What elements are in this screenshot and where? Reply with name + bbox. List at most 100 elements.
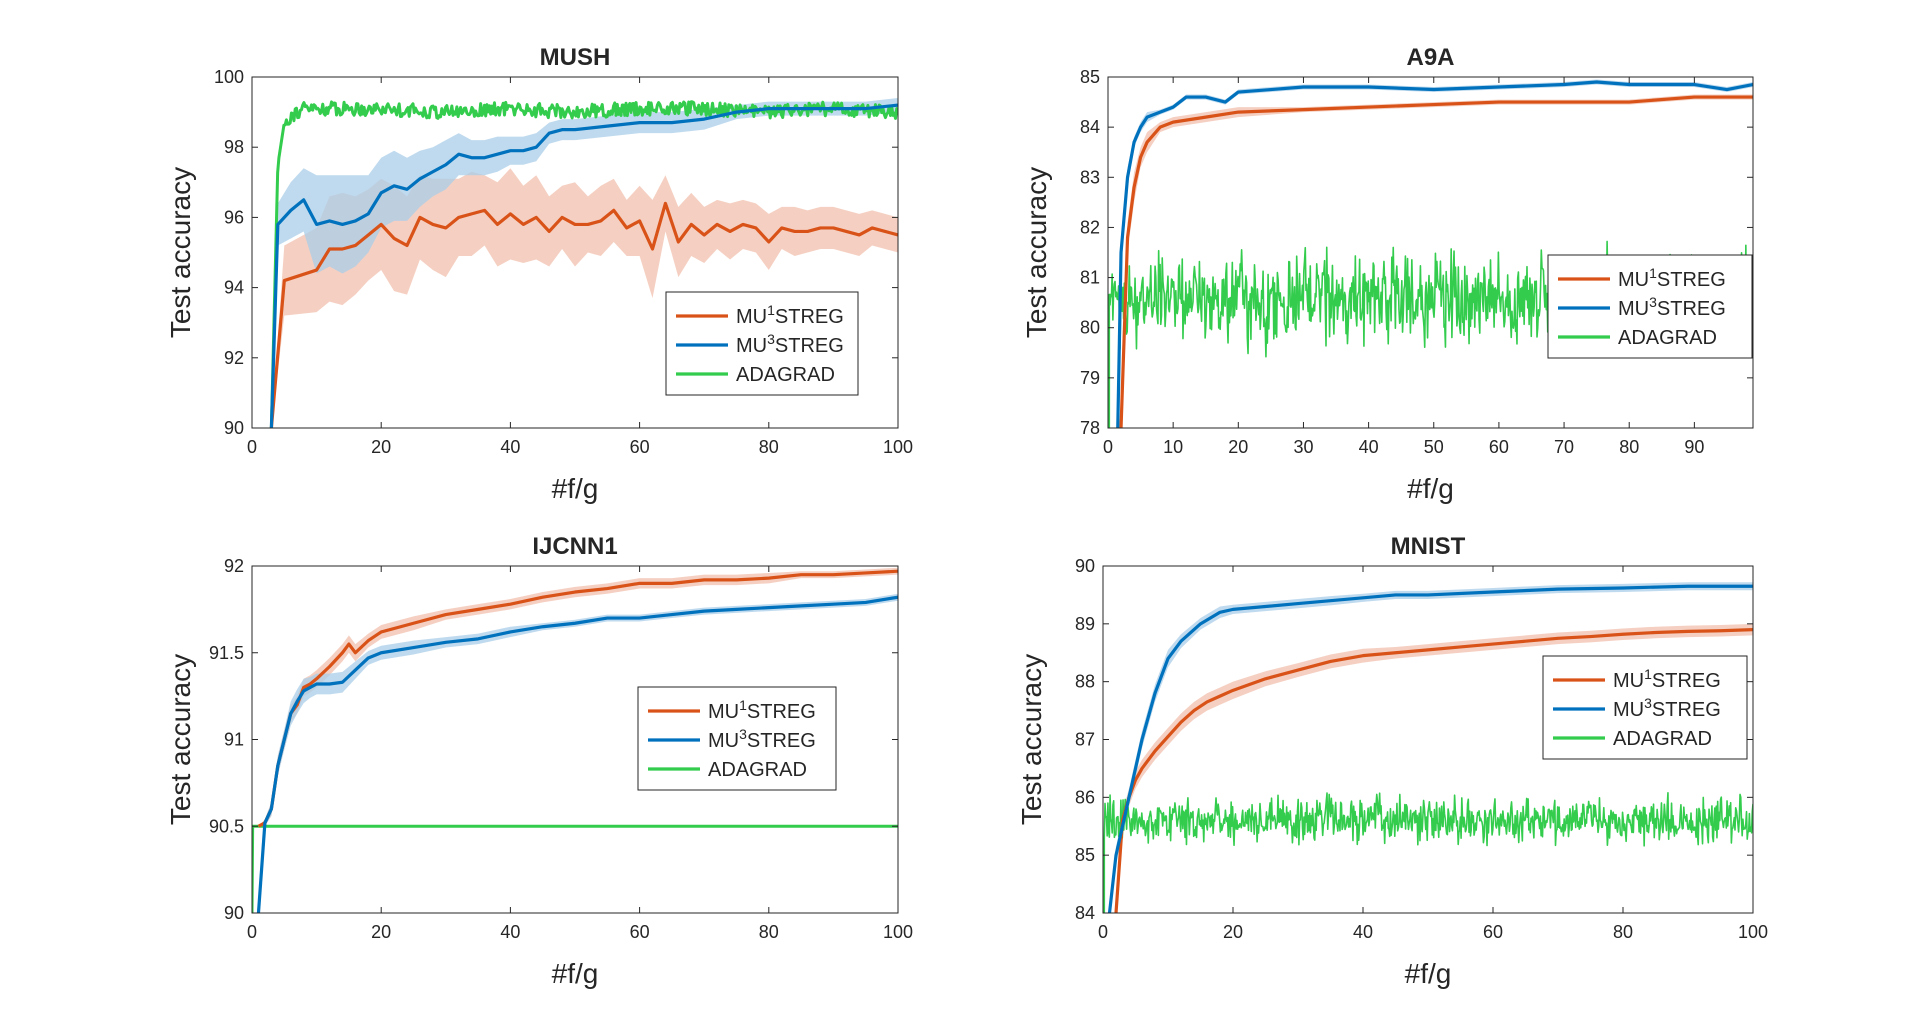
y-axis-label: Test accuracy xyxy=(1016,654,1047,825)
x-tick-label: 10 xyxy=(1163,437,1183,457)
mu1-confidence-band xyxy=(271,168,898,428)
x-tick-label: 60 xyxy=(1483,922,1503,942)
y-tick-label: 91 xyxy=(224,730,244,750)
x-tick-label: 60 xyxy=(630,922,650,942)
mu3-streg-line xyxy=(1107,584,1753,913)
x-tick-label: 80 xyxy=(759,922,779,942)
y-tick-label: 86 xyxy=(1075,787,1095,807)
x-tick-label: 30 xyxy=(1293,437,1313,457)
x-tick-label: 0 xyxy=(1103,437,1113,457)
legend-label-mu1: MU1STREG xyxy=(708,697,816,723)
y-tick-label: 84 xyxy=(1075,903,1095,923)
x-tick-label: 0 xyxy=(247,437,257,457)
y-tick-label: 90 xyxy=(1075,556,1095,576)
x-axis-label: #f/g xyxy=(1405,958,1452,989)
chart-title: A9A xyxy=(1406,44,1454,71)
x-tick-label: 40 xyxy=(1359,437,1379,457)
chart-title: MUSH xyxy=(540,44,611,71)
legend-label-adagrad: ADAGRAD xyxy=(736,364,835,386)
legend-label-mu1: MU1STREG xyxy=(1618,265,1726,291)
y-tick-label: 82 xyxy=(1080,217,1100,237)
x-tick-label: 90 xyxy=(1684,437,1704,457)
y-axis-label: Test accuracy xyxy=(165,654,196,825)
adagrad-line xyxy=(1103,791,1753,913)
chart-ijcnn1: 0 20 40 60 80 100 90 90.5 91 91.5 92 IJCNN1 #f/g Test… xyxy=(165,533,913,989)
y-tick-label: 87 xyxy=(1075,730,1095,750)
legend: MU1STREG MU3STREG ADAGRAD xyxy=(665,291,859,396)
plot-area xyxy=(269,98,898,428)
y-tick-label: 83 xyxy=(1080,167,1100,187)
x-tick-label: 100 xyxy=(883,437,913,457)
mu3-streg-line xyxy=(269,103,898,428)
y-tick-label: 91.5 xyxy=(209,643,244,663)
x-tick-label: 40 xyxy=(1353,922,1373,942)
y-tick-label: 92 xyxy=(224,556,244,576)
y-tick-label: 90.5 xyxy=(209,816,244,836)
legend-label-mu3: MU3STREG xyxy=(736,331,844,357)
y-tick-label: 100 xyxy=(214,67,244,87)
legend-label-adagrad: ADAGRAD xyxy=(1618,327,1717,349)
y-tick-label: 90 xyxy=(224,418,244,438)
x-tick-label: 80 xyxy=(1619,437,1639,457)
x-axis-label: #f/g xyxy=(552,473,599,504)
x-axis-label: #f/g xyxy=(552,958,599,989)
x-tick-label: 80 xyxy=(1613,922,1633,942)
x-tick-label: 40 xyxy=(500,922,520,942)
y-tick-label: 79 xyxy=(1080,368,1100,388)
mu1-streg-line xyxy=(1119,95,1753,428)
legend: MU1STREG MU3STREG ADAGRAD xyxy=(637,686,837,791)
axes-box xyxy=(1107,76,1754,429)
x-tick-label: 70 xyxy=(1554,437,1574,457)
x-tick-label: 20 xyxy=(1228,437,1248,457)
y-tick-label: 80 xyxy=(1080,318,1100,338)
plot-area xyxy=(1108,79,1753,428)
y-tick-label: 88 xyxy=(1075,672,1095,692)
y-tick-label: 85 xyxy=(1075,845,1095,865)
x-tick-label: 80 xyxy=(759,437,779,457)
legend-label-mu3: MU3STREG xyxy=(708,726,816,752)
chart-title: MNIST xyxy=(1391,533,1466,560)
x-tick-label: 50 xyxy=(1424,437,1444,457)
legend-label-adagrad: ADAGRAD xyxy=(1613,728,1712,750)
x-tick-label: 0 xyxy=(247,922,257,942)
x-tick-label: 20 xyxy=(371,922,391,942)
y-tick-label: 85 xyxy=(1080,67,1100,87)
plot-area xyxy=(1103,582,1753,913)
x-tick-label: 100 xyxy=(883,922,913,942)
chart-mnist: 0 20 40 60 80 100 84 85 86 87 88 89 90 MNIST #f/g Test … xyxy=(1016,533,1768,989)
legend-label-mu1: MU1STREG xyxy=(736,302,844,328)
y-axis-label: Test accuracy xyxy=(165,167,196,338)
adagrad-line xyxy=(252,824,898,913)
chart-title: IJCNN1 xyxy=(532,533,617,560)
x-tick-label: 60 xyxy=(1489,437,1509,457)
y-tick-label: 90 xyxy=(224,903,244,923)
legend-label-mu3: MU3STREG xyxy=(1613,695,1721,721)
y-tick-label: 84 xyxy=(1080,117,1100,137)
legend-label-mu1: MU1STREG xyxy=(1613,666,1721,692)
chart-mush: 0 20 40 60 80 100 90 92 94 96 98 100 MUSH #f/g Test ac… xyxy=(165,44,913,504)
y-tick-label: 92 xyxy=(224,348,244,368)
axes-box xyxy=(251,76,899,429)
y-tick-label: 89 xyxy=(1075,614,1095,634)
x-tick-label: 20 xyxy=(371,437,391,457)
y-tick-label: 98 xyxy=(224,137,244,157)
mu1-streg-line xyxy=(1114,628,1753,913)
chart-a9a: 0 10 20 30 40 50 60 70 80 90 78 79 80 81 82 83 84 85 A9A #f… xyxy=(1021,44,1754,504)
x-tick-label: 60 xyxy=(630,437,650,457)
y-tick-label: 78 xyxy=(1080,418,1100,438)
y-tick-label: 96 xyxy=(224,207,244,227)
y-axis-label: Test accuracy xyxy=(1021,167,1052,338)
x-axis-label: #f/g xyxy=(1407,473,1454,504)
x-tick-label: 20 xyxy=(1223,922,1243,942)
legend-label-mu3: MU3STREG xyxy=(1618,294,1726,320)
legend: MU1STREG MU3STREG ADAGRAD xyxy=(1547,254,1753,359)
mu1-streg-line xyxy=(269,201,898,428)
y-tick-label: 81 xyxy=(1080,268,1100,288)
x-tick-label: 40 xyxy=(500,437,520,457)
mu3-streg-line xyxy=(1116,80,1753,428)
x-tick-label: 0 xyxy=(1098,922,1108,942)
mu3-streg-line xyxy=(256,595,898,913)
x-tick-label: 100 xyxy=(1738,922,1768,942)
mu3-confidence-band xyxy=(271,98,898,428)
